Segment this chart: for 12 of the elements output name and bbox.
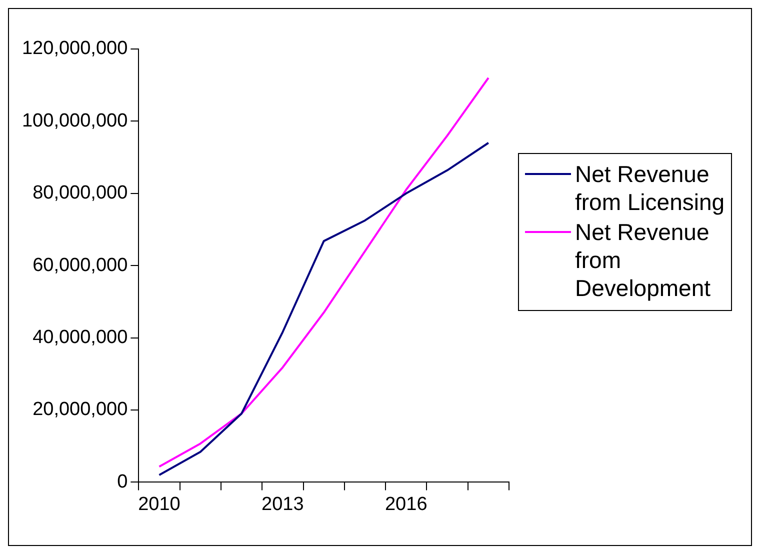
x-tick-label: 2010 (138, 494, 180, 515)
y-tick-label: 80,000,000 (32, 182, 128, 204)
y-tick-label: 60,000,000 (32, 254, 128, 276)
x-tick-label: 2016 (384, 494, 428, 515)
y-tick-label: 0 (117, 471, 128, 492)
legend-label: Net Revenue from Development (575, 218, 712, 302)
y-tick-label: 100,000,000 (22, 110, 128, 132)
x-tick-label: 2013 (262, 494, 304, 515)
y-tick-label: 120,000,000 (22, 38, 128, 60)
legend-label: Net Revenue from Licensing (575, 160, 725, 216)
y-tick-label: 20,000,000 (32, 399, 128, 420)
y-tick-label: 40,000,000 (32, 327, 128, 348)
